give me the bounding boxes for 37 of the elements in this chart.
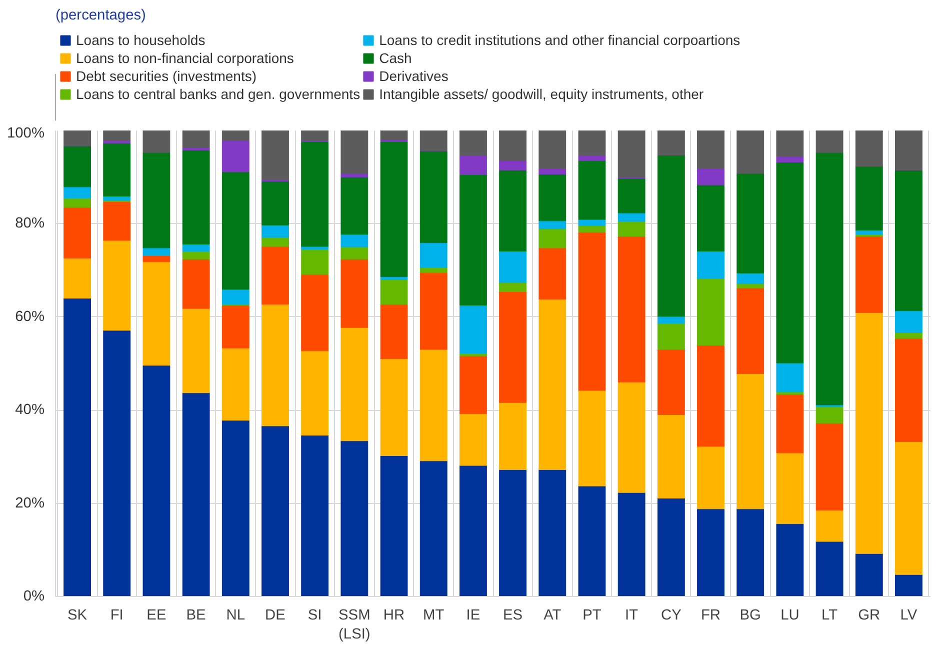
x-tick-label: FR (700, 608, 721, 624)
legend-label: Loans to credit institutions and other financial corpoartions (379, 32, 740, 48)
legend-label: Loans to non-financial corporations (76, 50, 294, 66)
x-tick-label: MT (423, 608, 444, 624)
x-tick-label: PT (582, 608, 602, 624)
x-tick-label: BE (186, 608, 206, 624)
y-tick-label: 40% (15, 402, 45, 418)
x-tick-label: FI (110, 608, 124, 624)
legend-label: Cash (379, 50, 412, 66)
y-tick-label: 20% (15, 495, 45, 512)
x-tick-label: ES (503, 608, 523, 624)
legend-label: Loans to central banks and gen. governments (76, 86, 360, 102)
x-tick-label: LU (780, 608, 800, 624)
y-tick-label: 0% (23, 588, 45, 604)
x-tick-label: LT (822, 608, 838, 624)
legend-label: Intangible assets/ goodwill, equity instruments, other (379, 86, 704, 102)
y-tick-label: 80% (15, 216, 45, 232)
y-tick-label: 100% (7, 126, 45, 142)
legend-label: Derivatives (379, 68, 448, 84)
legend-label: Debt securities (investments) (76, 68, 257, 84)
x-tick-label: IE (466, 608, 480, 624)
x-tick-label: IT (625, 608, 638, 624)
x-tick-label: DE (265, 608, 286, 624)
x-tick-label: GR (858, 608, 880, 624)
y-tick-label: 60% (15, 308, 45, 325)
x-tick-label: SI (308, 608, 322, 624)
x-tick-label: HR (383, 608, 405, 624)
x-tick-label: SSM (LSI) (338, 608, 370, 643)
x-tick-label: SK (68, 608, 88, 624)
x-tick-label: EE (146, 608, 166, 624)
chart-title: (percentages) (56, 8, 146, 24)
x-tick-label: CY (660, 608, 682, 624)
legend-label: Loans to households (76, 32, 206, 48)
x-tick-label: AT (544, 608, 562, 624)
x-tick-label: LV (900, 608, 918, 624)
x-tick-label: NL (226, 608, 246, 624)
x-tick-label: BG (740, 608, 761, 624)
